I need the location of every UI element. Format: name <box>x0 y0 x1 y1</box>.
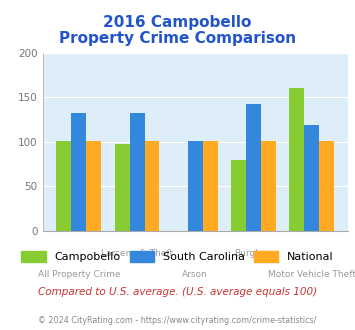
Legend: Campobello, South Carolina, National: Campobello, South Carolina, National <box>17 247 338 267</box>
Bar <box>246 105 261 231</box>
Bar <box>319 141 334 231</box>
Text: Property Crime Comparison: Property Crime Comparison <box>59 31 296 46</box>
Text: Compared to U.S. average. (U.S. average equals 100): Compared to U.S. average. (U.S. average … <box>38 287 317 297</box>
Bar <box>71 114 86 231</box>
Bar <box>304 125 319 231</box>
Bar <box>144 141 159 231</box>
Text: Larceny & Theft: Larceny & Theft <box>101 249 173 258</box>
Bar <box>130 114 144 231</box>
Text: 2016 Campobello: 2016 Campobello <box>103 15 252 30</box>
Text: Burglary: Burglary <box>234 249 273 258</box>
Bar <box>261 141 276 231</box>
Bar <box>289 88 304 231</box>
Text: Motor Vehicle Theft: Motor Vehicle Theft <box>268 270 355 279</box>
Bar <box>203 141 218 231</box>
Text: All Property Crime: All Property Crime <box>38 270 120 279</box>
Text: Arson: Arson <box>182 270 208 279</box>
Bar <box>86 141 101 231</box>
Bar <box>231 160 246 231</box>
Text: © 2024 CityRating.com - https://www.cityrating.com/crime-statistics/: © 2024 CityRating.com - https://www.city… <box>38 316 317 325</box>
Bar <box>188 141 203 231</box>
Bar <box>56 141 71 231</box>
Bar <box>115 144 130 231</box>
